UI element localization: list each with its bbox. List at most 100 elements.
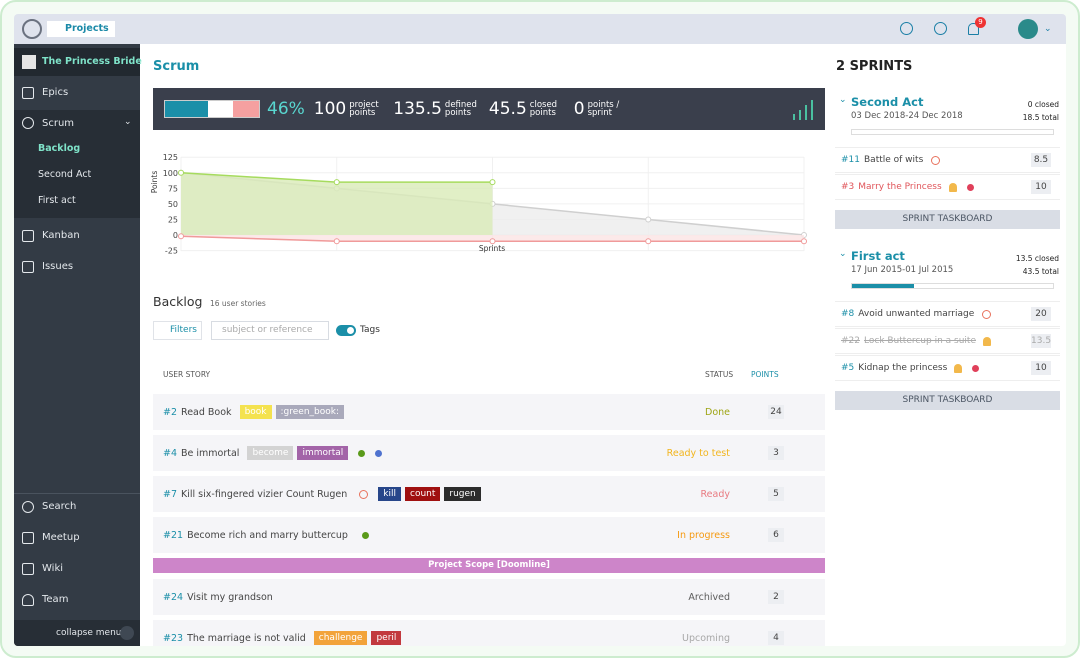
avatar[interactable] [1018, 19, 1038, 39]
story-ref[interactable]: #24 [163, 591, 184, 603]
x-axis-label: Sprints [479, 244, 505, 253]
tags-label: Tags [360, 325, 380, 335]
meetup-icon [22, 532, 34, 544]
y-tick-label: 75 [168, 184, 178, 193]
story-subject[interactable]: Visit my grandson [187, 591, 273, 603]
story-row[interactable]: #21 Become rich and marry buttercup In pro… [153, 517, 825, 553]
points: 5 [768, 487, 784, 501]
story-subject[interactable]: Battle of wits [864, 155, 924, 165]
menu-item[interactable]: Epics [42, 87, 69, 98]
point [333, 179, 340, 186]
sprint-closed: 0 closed [1027, 100, 1059, 109]
sprint-closed: 13.5 closed [1015, 254, 1059, 263]
submenu-item[interactable]: Second Act [38, 169, 92, 180]
sprint-taskboard-button[interactable]: SPRINT TASKBOARD [835, 391, 1060, 410]
help-icon[interactable] [934, 22, 947, 35]
topbar: Projects 9 ⌄ [14, 14, 1066, 44]
sprint-story[interactable]: #5 Kidnap the princess 10 [835, 355, 1060, 381]
column-header: STATUS [705, 370, 734, 379]
stat-value: 135.5 [393, 99, 442, 119]
sprint-total: 18.5 total [1022, 113, 1059, 122]
menu-item[interactable]: Team [42, 594, 69, 605]
collapse-label: collapse menu [56, 628, 122, 638]
logo[interactable] [22, 19, 42, 39]
story-ref[interactable]: #7 [163, 488, 178, 500]
discover-icon[interactable] [900, 22, 913, 35]
story-subject[interactable]: The marriage is not valid [187, 632, 306, 644]
tag: become [247, 446, 294, 460]
story-ref[interactable]: #11 [841, 155, 860, 165]
story-ref[interactable]: #21 [163, 529, 184, 541]
notifications-badge: 9 [975, 17, 986, 28]
stat-value: 45.5 [488, 99, 527, 119]
menu-item[interactable]: Issues [42, 261, 74, 272]
story-subject[interactable]: Become rich and marry buttercup [187, 529, 348, 541]
story-row[interactable]: #7 Kill six-fingered vizier Count Rugen ki… [153, 476, 825, 512]
story-subject[interactable]: Avoid unwanted marriage [858, 309, 975, 319]
points: 4 [768, 631, 784, 645]
story-subject[interactable]: Be immortal [181, 447, 240, 459]
sprint-taskboard-button[interactable]: SPRINT TASKBOARD [835, 210, 1060, 229]
story-ref[interactable]: #3 [841, 182, 855, 192]
sprint-story[interactable]: #8 Avoid unwanted marriage 20 [835, 301, 1060, 327]
status: Ready to test [666, 447, 730, 459]
column-header[interactable]: POINTS [751, 370, 779, 379]
progress-percent: 46% [267, 99, 305, 119]
collapse-bar[interactable]: collapse menu [14, 620, 140, 646]
menu-item[interactable]: Meetup [42, 532, 80, 543]
sprint-name[interactable]: First act [851, 249, 905, 263]
menu-item[interactable]: Wiki [42, 563, 64, 574]
tag: immortal [297, 446, 349, 460]
sprint-story[interactable]: #22 Lock Buttercup in a suite 13.5 [835, 328, 1060, 354]
menu-item[interactable]: Kanban [42, 230, 80, 241]
story-subject[interactable]: Read Book [181, 406, 232, 418]
team-icon [22, 594, 34, 606]
tags-toggle[interactable] [336, 325, 356, 336]
stats-chart-icon[interactable] [793, 100, 813, 120]
notifications-icon[interactable] [968, 23, 979, 35]
story-row[interactable]: #2 Read Book book:green_book: Done 24 [153, 394, 825, 430]
story-subject[interactable]: Kidnap the princess [858, 363, 948, 373]
sprint-name[interactable]: Second Act [851, 95, 924, 109]
progress-fill [165, 101, 209, 117]
story-row[interactable]: #23 The marriage is not valid challenge per… [153, 620, 825, 646]
collapse-icon [120, 626, 134, 640]
story-subject[interactable]: Lock Buttercup in a suite [864, 336, 976, 346]
story-subject[interactable]: Marry the Princess [858, 182, 942, 192]
menu-item[interactable]: Scrum [42, 118, 75, 129]
story-ref[interactable]: #5 [841, 363, 855, 373]
story-ref[interactable]: #8 [841, 309, 855, 319]
sprint-dates: 17 Jun 2015-01 Jul 2015 [851, 265, 954, 275]
filters-button[interactable]: Filters [153, 321, 202, 340]
project-header[interactable]: The Princess Bride [14, 48, 142, 76]
page-title: Scrum [153, 59, 200, 74]
wiki-icon [22, 563, 34, 575]
sprint-story[interactable]: #3 Marry the Princess 10 [835, 174, 1060, 200]
y-tick-label: 25 [168, 215, 178, 224]
user-menu-chevron[interactable]: ⌄ [1044, 24, 1052, 34]
projects-button[interactable]: Projects [47, 21, 115, 37]
story-ref[interactable]: #22 [841, 336, 860, 346]
user-icon [954, 363, 963, 373]
y-tick-label: 0 [173, 231, 178, 240]
story-ref[interactable]: #4 [163, 447, 178, 459]
story-row[interactable]: #24 Visit my grandson Archived 2 [153, 579, 825, 615]
story-subject[interactable]: Kill six-fingered vizier Count Rugen [181, 488, 348, 500]
menu-item[interactable]: Search [42, 501, 77, 512]
due-icon [359, 489, 369, 499]
sprint-story[interactable]: #11 Battle of wits 8.5 [835, 147, 1060, 173]
burndown-chart: 125 100 75 50 25 0 -25 Points Sprints [150, 153, 807, 256]
points: 8.5 [1031, 153, 1051, 167]
stat-value: 0 [573, 99, 585, 119]
submenu-item[interactable]: Backlog [38, 143, 81, 154]
epic-dot [972, 364, 980, 372]
epic-dot [361, 531, 369, 539]
story-ref[interactable]: #2 [163, 406, 178, 418]
points: 10 [1031, 180, 1051, 194]
story-row[interactable]: #4 Be immortal become immortal Ready to test… [153, 435, 825, 471]
search-input[interactable]: subject or reference [211, 321, 329, 340]
story-ref[interactable]: #23 [163, 632, 184, 644]
tag: count [405, 487, 441, 501]
submenu-item[interactable]: First act [38, 195, 76, 206]
epic-dot [358, 449, 366, 457]
